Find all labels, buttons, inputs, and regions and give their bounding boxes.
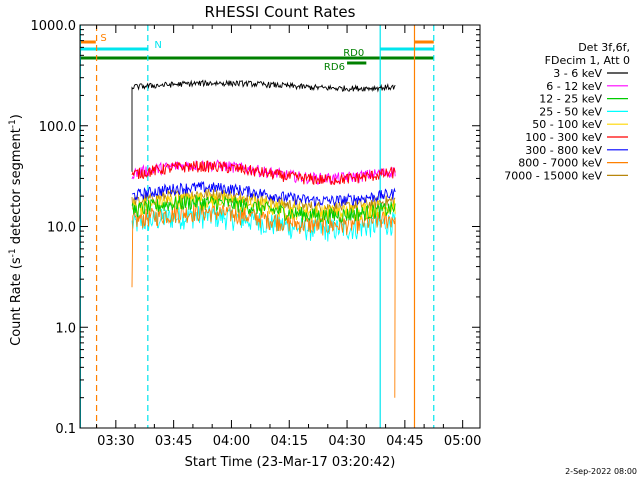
x-tick-label: 04:00 (213, 434, 250, 449)
x-tick-label: 04:30 (328, 434, 365, 449)
vertical-markers (79, 25, 435, 428)
y-tick-label: 1.0 (55, 321, 76, 336)
x-tick-label: 04:15 (271, 434, 308, 449)
legend-header-line2: FDecim 1, Att 0 (545, 54, 630, 67)
flag-bar-label: S (100, 33, 106, 44)
y-axis-ticks: 1000.0 100.0 10.0 1.0 0.1 (31, 19, 480, 437)
legend-entry-label: 100 - 300 keV (525, 131, 602, 144)
x-tick-label: 03:30 (97, 434, 134, 449)
series-lines (131, 79, 396, 398)
legend-entry-label: 25 - 50 keV (539, 105, 602, 118)
y-tick-label: 10.0 (47, 221, 76, 236)
legend-entry-label: 12 - 25 keV (539, 93, 602, 106)
y-tick-label: 1000.0 (31, 19, 77, 34)
series-line (131, 194, 396, 224)
y-tick-label: 0.1 (55, 422, 76, 437)
series-line (131, 79, 396, 172)
y-axis-label-sup1: -1 (8, 248, 18, 257)
chart-title: RHESSI Count Rates (205, 3, 356, 21)
flag-bars: S N RD0 RD6 (80, 33, 434, 73)
x-axis-ticks: 03:30 03:45 04:00 04:15 04:30 04:45 05:00 (96, 25, 481, 449)
y-axis-label-part2: detector segment (9, 128, 24, 248)
legend-entry-label: 3 - 6 keV (553, 67, 602, 80)
series-line (131, 180, 396, 207)
y-axis-label-close: ) (9, 114, 24, 119)
legend-entry-label: 300 - 800 keV (525, 144, 602, 157)
x-tick-label: 04:45 (386, 434, 423, 449)
y-axis-label-part1: Count Rate (s (9, 257, 24, 346)
legend-entry-label: 50 - 100 keV (532, 118, 602, 131)
x-tick-label: 03:45 (155, 434, 192, 449)
legend-header-line1: Det 3f,6f, (578, 41, 630, 54)
x-tick-label: 05:00 (444, 434, 481, 449)
series-line (131, 191, 396, 223)
series-line (131, 160, 396, 186)
y-axis-label: Count Rate (s-1 detector segment-1) (8, 114, 24, 346)
flag-bar-label: RD0 (343, 48, 364, 59)
flag-bar-label: RD6 (324, 62, 345, 73)
series-line (131, 203, 396, 398)
x-axis-label: Start Time (23-Mar-17 03:20:42) (185, 455, 396, 470)
legend-entry-label: 6 - 12 keV (546, 80, 602, 93)
series-line (131, 159, 396, 186)
y-tick-label: 100.0 (39, 120, 76, 135)
timestamp: 2-Sep-2022 08:00 (565, 467, 637, 476)
legend-entry-label: 7000 - 15000 keV (504, 169, 602, 182)
series-line (131, 205, 396, 242)
legend-entry-label: 800 - 7000 keV (518, 157, 602, 170)
y-axis-label-sup2: -1 (8, 119, 18, 128)
flag-bar-label: N (154, 40, 161, 51)
